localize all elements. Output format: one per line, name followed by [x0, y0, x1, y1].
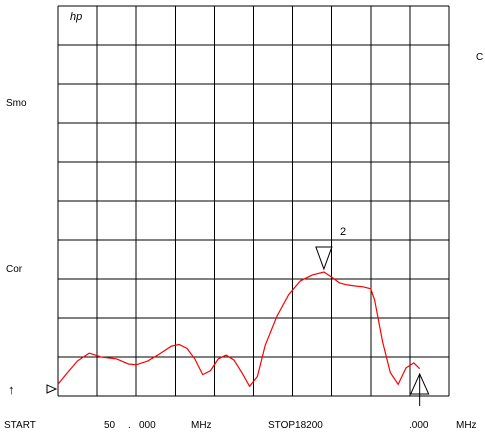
trace-line — [57, 271, 421, 388]
right-edge-label: C — [476, 52, 484, 63]
stop-label: STOP18200 — [268, 420, 323, 431]
cor-label: Cor — [6, 264, 23, 275]
start-value-frac: 000 — [139, 420, 156, 431]
start-label: START — [4, 420, 36, 431]
active-marker-triangle — [409, 372, 430, 395]
smo-label: Smo — [6, 98, 27, 109]
reference-arrow: ↑ — [8, 382, 15, 397]
start-unit: MHz — [191, 420, 212, 431]
reference-level-pointer — [46, 384, 58, 394]
start-value-int: 50 — [104, 420, 116, 431]
hp-logo: hp — [70, 11, 83, 23]
start-value-dot: . — [128, 420, 131, 431]
marker-2-triangle — [315, 246, 333, 271]
marker-2-label: 2 — [340, 226, 347, 238]
stop-unit: MHz — [456, 420, 477, 431]
stop-value-frac: .000 — [409, 420, 429, 431]
